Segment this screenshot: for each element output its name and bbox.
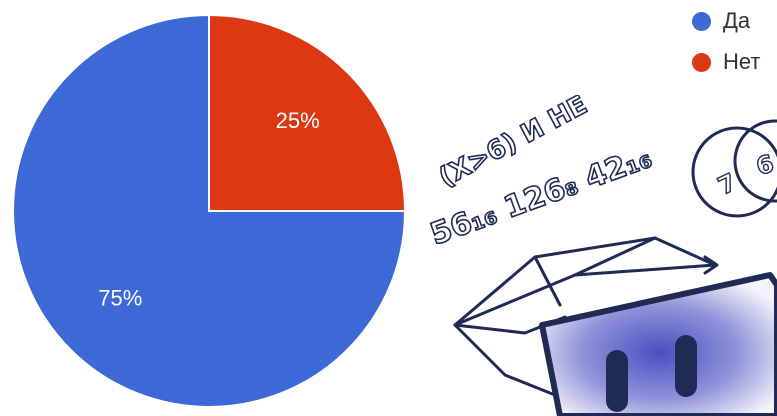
pie-slices <box>13 15 405 407</box>
legend-label-net: Нет <box>723 49 760 75</box>
robot-eye-left <box>606 350 628 412</box>
legend-item-da: Да <box>692 7 760 35</box>
pie-label-da: 75% <box>98 286 142 311</box>
robot-screen <box>542 275 777 416</box>
chart-legend: Да Нет <box>692 7 760 89</box>
robot-eye-right <box>675 335 697 397</box>
decorative-illustration: (X>6) И НЕ 56₁₆ 126₈ 42₁₆ 7 6 <box>425 95 777 416</box>
legend-swatch-da <box>692 12 711 31</box>
legend-swatch-net <box>692 53 711 72</box>
legend-item-net: Нет <box>692 48 760 76</box>
legend-label-da: Да <box>723 8 750 34</box>
circle-digit-6: 6 <box>753 149 776 180</box>
handwritten-text: (X>6) И НЕ 56₁₆ 126₈ 42₁₆ <box>426 95 657 253</box>
pie-label-net: 25% <box>276 108 320 133</box>
